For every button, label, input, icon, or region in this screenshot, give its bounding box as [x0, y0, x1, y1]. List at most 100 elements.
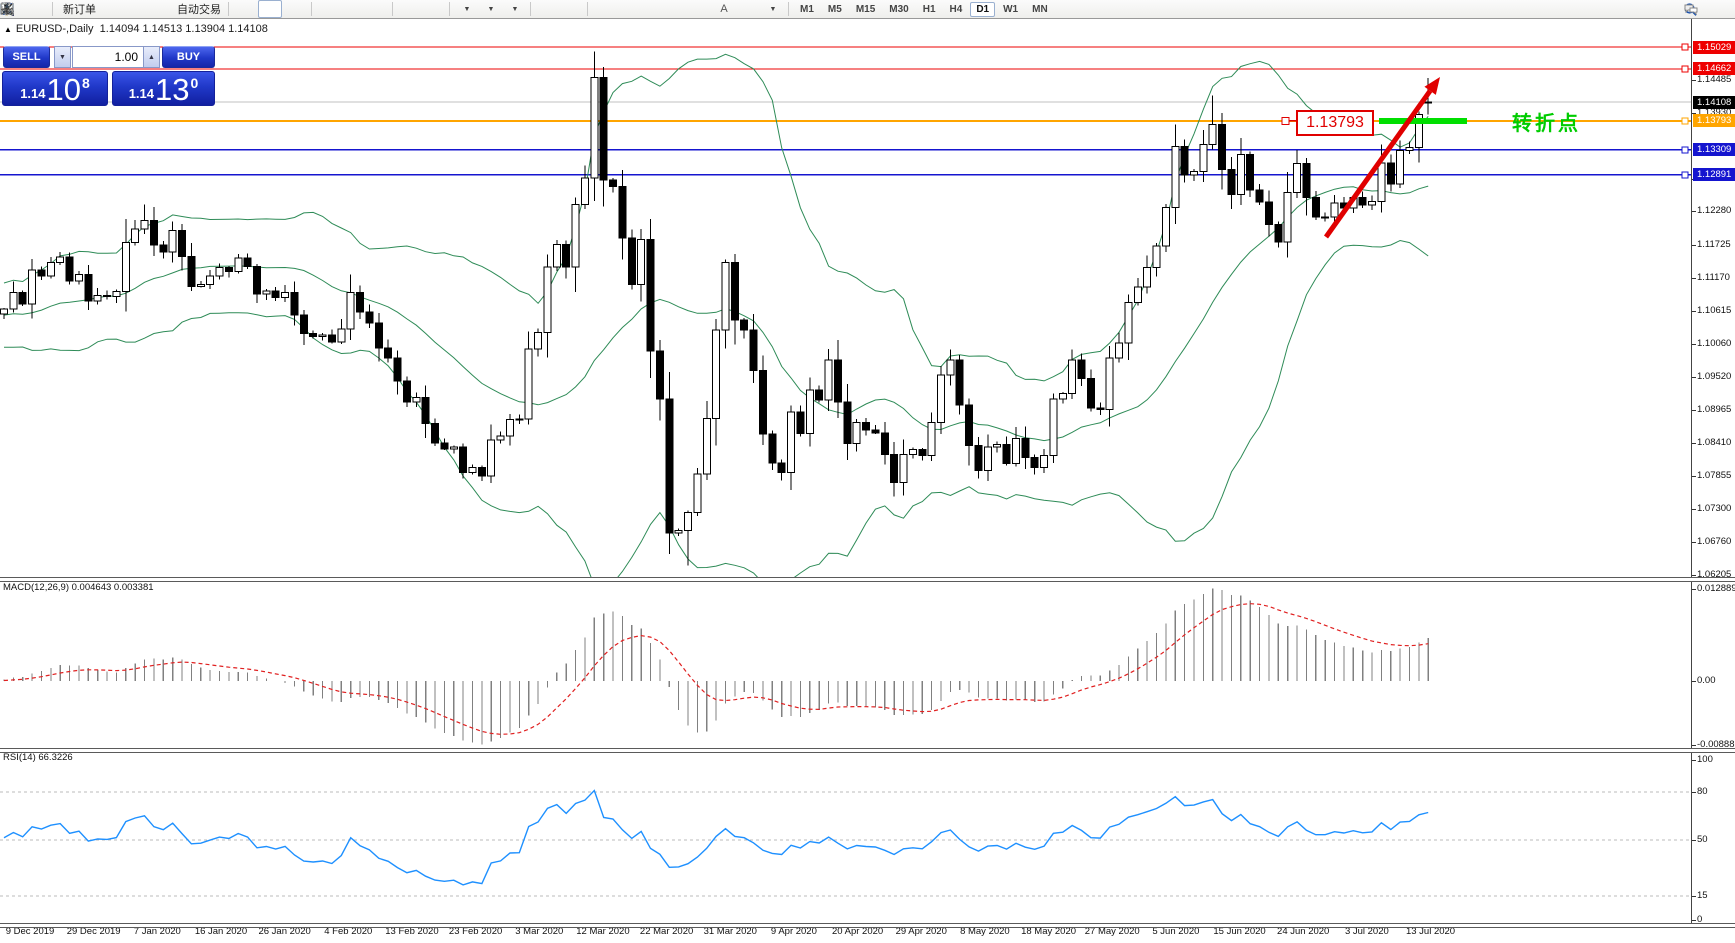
zoom-in-icon[interactable]: [1, 1, 339, 17]
date-label: 3 Jul 2020: [1344, 926, 1389, 937]
buy-price-box[interactable]: 1.14 13 0: [112, 71, 215, 106]
rsi-label: RSI(14) 66.3226: [3, 752, 73, 763]
autotrading-button[interactable]: 自动交易: [2, 1, 223, 17]
buy-price-big: 13: [155, 72, 190, 107]
price-chart-canvas[interactable]: [0, 19, 1691, 577]
date-label: 23 Feb 2020: [448, 926, 503, 937]
trend-arrow-annotation: [1323, 77, 1440, 239]
cursor-icon[interactable]: [3, 1, 558, 17]
signals-icon[interactable]: [1, 1, 170, 17]
text-label-icon[interactable]: T: [1, 1, 759, 17]
price-tick: 1.08410: [1697, 437, 1732, 449]
bar-chart-icon[interactable]: [1, 1, 256, 17]
timeframe-h4[interactable]: H4: [949, 4, 963, 15]
date-label: 20 Apr 2020: [831, 926, 884, 937]
date-label: 3 Mar 2020: [515, 926, 564, 937]
green-bar-annotation: [1379, 118, 1467, 124]
volume-input[interactable]: 1.00: [72, 46, 144, 68]
sell-price-box[interactable]: 1.14 10 8: [2, 71, 108, 106]
price-tick: 1.07300: [1697, 503, 1732, 515]
price-tick: 1.06760: [1697, 535, 1732, 547]
price-tick: 1.10060: [1697, 338, 1732, 350]
rsi-line: [3, 789, 1429, 886]
date-label: 9 Apr 2020: [770, 926, 817, 937]
indicators-icon[interactable]: [1, 1, 420, 17]
price-tick: 1.09520: [1697, 370, 1732, 382]
bottom-border: [0, 923, 1735, 928]
buy-button[interactable]: BUY: [162, 46, 215, 68]
line-chart-icon[interactable]: [0, 1, 306, 17]
date-label: 22 Mar 2020: [639, 926, 694, 937]
buy-price-prefix: 1.14: [128, 86, 155, 101]
price-axis: 1.144851.139301.128201.122801.117251.111…: [1691, 19, 1735, 925]
templates-button[interactable]: ▼: [0, 1, 525, 17]
arrows-icon[interactable]: ▼: [2, 1, 783, 17]
date-label: 16 Jan 2020: [194, 926, 248, 937]
date-label: 24 Jun 2020: [1277, 926, 1330, 937]
volume-increase-button[interactable]: ▲: [143, 46, 160, 68]
price-tick: 1.11725: [1697, 238, 1731, 250]
chart-symbol-period: EURUSD-,Daily: [15, 23, 94, 35]
date-label: 27 May 2020: [1084, 926, 1140, 937]
sell-button[interactable]: SELL: [3, 46, 50, 68]
timeframe-h1[interactable]: H1: [922, 4, 936, 15]
indicators-list-icon[interactable]: [1, 1, 444, 17]
sell-price-pip: 8: [82, 75, 90, 91]
timeframe-m5[interactable]: M5: [827, 4, 842, 15]
macd-label: MACD(12,26,9) 0.004643 0.003381: [3, 582, 154, 593]
rsi-canvas[interactable]: [0, 751, 1691, 923]
timeframe-m1[interactable]: M1: [800, 4, 814, 15]
date-label: 4 Feb 2020: [324, 926, 373, 937]
price-tick: 1.07855: [1697, 470, 1732, 482]
turning-point-text[interactable]: 转折点: [1512, 113, 1581, 135]
macd-splitter[interactable]: [0, 577, 1735, 582]
metaeditor-icon[interactable]: [1, 1, 122, 17]
timeframe-d1[interactable]: D1: [970, 2, 996, 17]
rsi-tick: 80: [1697, 786, 1708, 797]
date-label: 9 Dec 2019: [5, 926, 55, 937]
timeframe-w1[interactable]: W1: [1003, 4, 1019, 15]
text-icon[interactable]: A: [720, 3, 728, 15]
vertical-line-icon[interactable]: [5, 1, 615, 17]
rsi-splitter[interactable]: [0, 748, 1735, 753]
fibonacci-icon[interactable]: F: [1, 1, 711, 17]
tile-windows-icon[interactable]: [1, 1, 387, 17]
price-tick: 1.14485: [1697, 73, 1732, 85]
collapse-triangle-icon[interactable]: ▲: [4, 25, 12, 34]
svg-text:T: T: [5, 5, 11, 15]
trendline-icon[interactable]: [1, 1, 663, 17]
chart-title: ▲ EURUSD-,Daily 1.14094 1.14513 1.13904 1…: [4, 23, 268, 35]
volume-decrease-button[interactable]: ▼: [54, 46, 71, 68]
price-callout-label[interactable]: 1.13793: [1296, 110, 1374, 136]
expert-advisors-icon[interactable]: [1, 1, 146, 17]
chat-icon[interactable]: [1684, 1, 1730, 17]
price-badge: 1.15029: [1693, 40, 1735, 54]
macd-canvas[interactable]: [0, 580, 1691, 748]
candlestick-chart-icon[interactable]: [2, 0, 282, 18]
new-order-button[interactable]: 新订单: [1, 1, 98, 17]
new-order-label: 新订单: [63, 4, 96, 16]
timeframe-m15[interactable]: M15: [855, 4, 876, 15]
date-label: 5 Jun 2020: [1152, 926, 1200, 937]
macd-tick: -0.008882: [1697, 738, 1735, 750]
date-label: 12 Mar 2020: [576, 926, 630, 937]
price-badge: 1.14662: [1693, 62, 1735, 76]
add-indicator-button[interactable]: ▼: [1, 1, 477, 17]
horizontal-line-icon[interactable]: [1, 1, 639, 17]
timeframe-mn[interactable]: MN: [1032, 4, 1048, 15]
toolbar: 新订单 自动交易 ▼ ▼ ▼ E F A T ▼ M1 M5 M15 M30 H1 H4 D…: [0, 0, 1735, 19]
rsi-tick: 0: [1697, 914, 1703, 925]
autotrading-label: 自动交易: [177, 4, 221, 16]
crosshair-icon[interactable]: [1, 1, 582, 17]
date-axis: 9 Dec 2019 29 Dec 2019 7 Jan 2020 16 Jan 20…: [0, 926, 1735, 943]
rsi-tick: 50: [1697, 834, 1708, 845]
zoom-out-icon[interactable]: [1, 1, 363, 17]
price-tick: 1.13930: [1697, 106, 1732, 118]
buy-price-pip: 0: [190, 75, 199, 91]
date-label: 15 Jun 2020: [1213, 926, 1266, 937]
price-badge: 1.13793: [1693, 114, 1735, 128]
timeframe-m30[interactable]: M30: [889, 4, 909, 15]
periods-clock-button[interactable]: ▼: [1, 1, 501, 17]
equidistant-channel-icon[interactable]: E: [0, 1, 687, 17]
profiles-icon[interactable]: [0, 1, 47, 17]
